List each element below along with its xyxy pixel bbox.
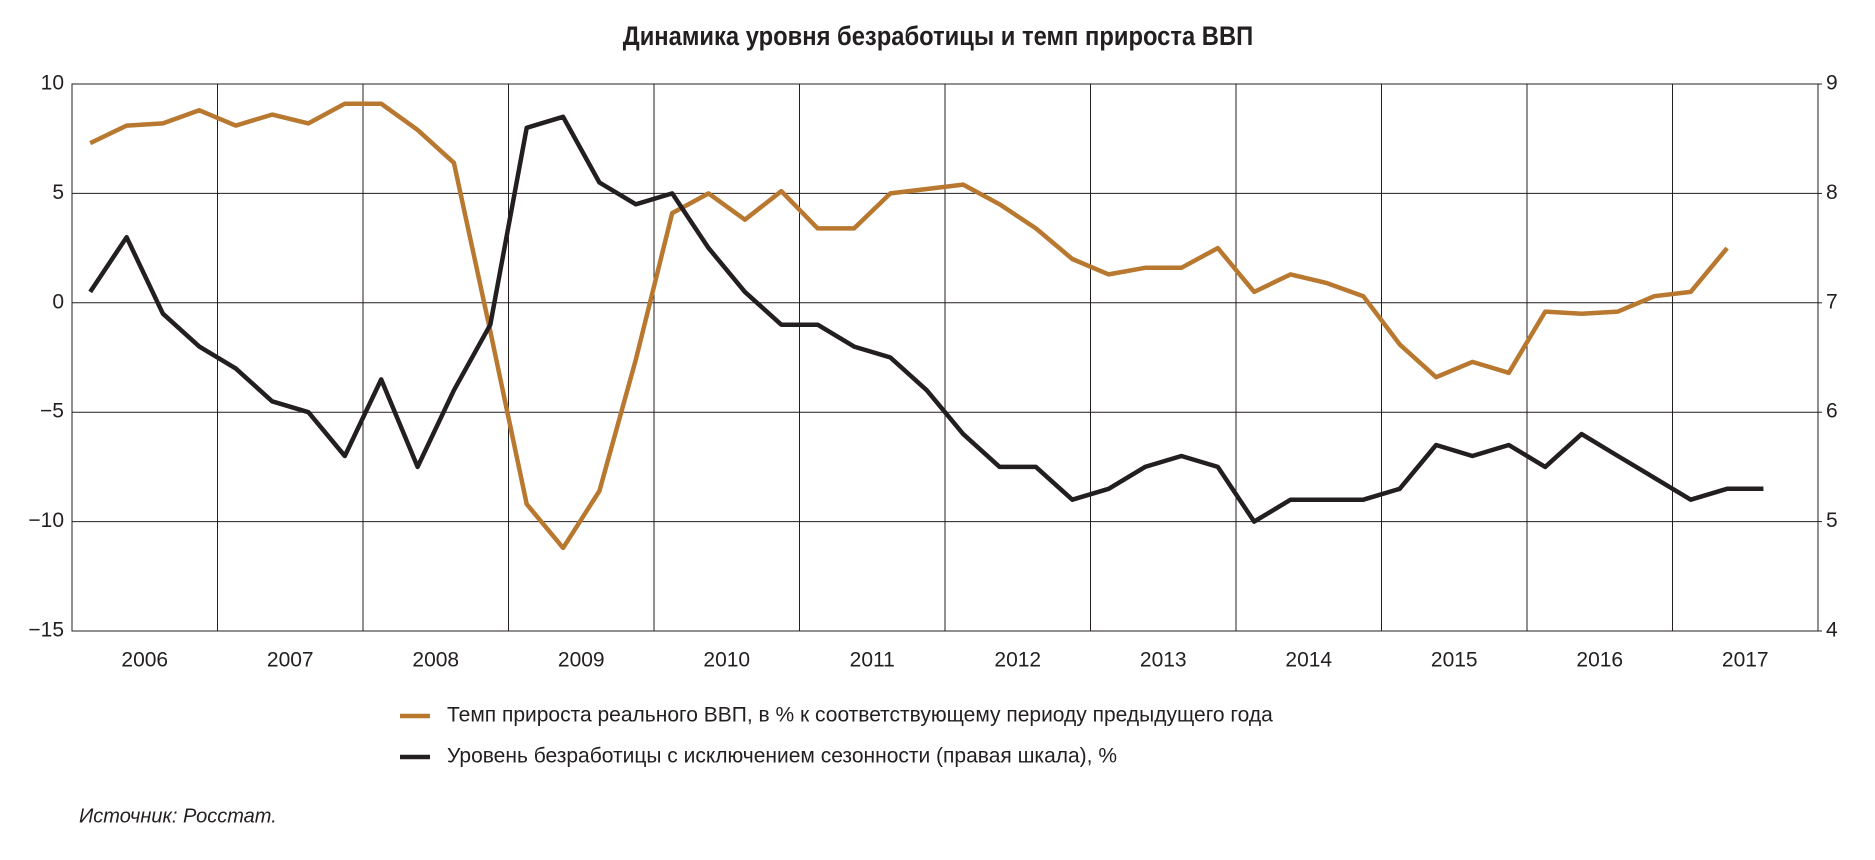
y-tick-label: −15: [28, 619, 64, 642]
series-line: [88, 114, 1764, 524]
y2-tick-label: 7: [1826, 290, 1838, 313]
y-tick-label: −10: [28, 509, 64, 532]
x-tick-label: 2017: [1722, 649, 1769, 672]
x-tick-label: 2014: [1285, 649, 1332, 672]
x-tick-label: 2009: [558, 649, 605, 672]
y2-tick-label: 6: [1826, 400, 1838, 423]
y-tick-label: −5: [40, 400, 64, 423]
x-tick-label: 2008: [412, 649, 459, 672]
y-tick-label: 5: [52, 181, 64, 204]
x-tick-label: 2012: [994, 649, 1041, 672]
x-tick-label: 2016: [1576, 649, 1623, 672]
y2-tick-label: 8: [1826, 181, 1838, 204]
source-note: Источник: Росстат.: [79, 805, 277, 827]
series-line: [89, 101, 1729, 551]
x-tick-label: 2011: [850, 649, 895, 672]
y-tick-label: 0: [52, 290, 64, 313]
y2-tick-label: 5: [1826, 509, 1838, 532]
legend-label: Уровень безработицы с исключением сезонн…: [447, 745, 1117, 768]
x-tick-label: 2006: [121, 649, 168, 672]
x-tick-label: 2015: [1431, 649, 1478, 672]
y2-tick-label: 9: [1826, 72, 1838, 95]
x-tick-label: 2007: [267, 649, 314, 672]
x-tick-label: 2013: [1140, 649, 1187, 672]
y-tick-label: 10: [41, 72, 64, 95]
x-tick-label: 2010: [703, 649, 750, 672]
y2-tick-label: 4: [1826, 619, 1838, 642]
chart-title: Динамика уровня безработицы и темп приро…: [623, 22, 1253, 52]
legend-label: Темп прироста реального ВВП, в % к соотв…: [447, 704, 1273, 727]
